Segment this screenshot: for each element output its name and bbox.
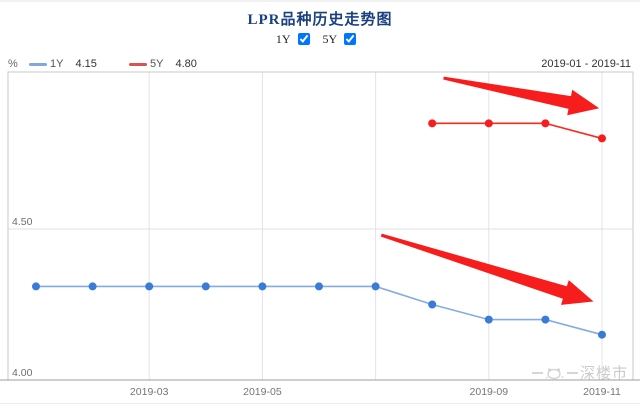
legend-value-1y: 4.15 [75, 58, 97, 70]
date-range-label: 2019-01 - 2019-11 [541, 58, 631, 70]
data-point-1y [428, 300, 437, 309]
data-point-1y [541, 315, 550, 324]
toggle-5y-label: 5Y [322, 31, 338, 46]
y-tick-label: 4.00 [12, 367, 33, 379]
data-point-1y [32, 282, 40, 291]
legend-name-5y: 5Y [150, 58, 164, 70]
series-line-5y [432, 122, 603, 140]
series-toggles: 1Y 5Y [0, 31, 640, 47]
bottom-divider [0, 403, 640, 404]
downtrend-arrow [443, 76, 600, 116]
data-point-1y [145, 282, 154, 291]
legend-item-5y[interactable]: 5Y 4.80 [129, 58, 197, 70]
downtrend-arrow [380, 233, 594, 305]
data-point-1y [484, 315, 493, 324]
data-point-5y [428, 119, 437, 128]
x-tick-label: 2019-05 [243, 386, 282, 398]
data-point-1y [88, 282, 97, 291]
x-tick-label: 2019-03 [130, 386, 169, 398]
data-point-1y [315, 282, 323, 291]
legend-line-1y-icon [29, 62, 47, 66]
data-point-5y [598, 134, 606, 143]
page-title: LPR品种历史走势图 [247, 12, 393, 28]
toggle-1y-label: 1Y [275, 31, 291, 46]
toggle-5y-checkbox[interactable] [344, 33, 357, 45]
x-tick-label: 2019-09 [470, 386, 509, 398]
plot-border [7, 71, 634, 381]
legend-item-1y[interactable]: 1Y 4.15 [29, 58, 97, 70]
legend-line-5y-icon [129, 62, 147, 66]
legend-value-5y: 4.80 [175, 58, 197, 70]
data-point-5y [541, 119, 550, 128]
legend-name-1y: 1Y [50, 58, 64, 70]
x-tick-label: 2019-11 [583, 386, 621, 398]
data-point-1y [258, 282, 267, 291]
data-point-1y [201, 282, 210, 291]
toggle-1y-checkbox[interactable] [297, 33, 310, 45]
y-axis-unit-label: % [8, 58, 18, 70]
data-point-1y [371, 282, 380, 291]
data-point-1y [598, 330, 606, 339]
y-tick-label: 4.50 [12, 216, 33, 228]
series-line-1y [36, 285, 603, 336]
data-point-5y [484, 119, 493, 128]
legend-row: % 1Y 4.15 5Y 4.80 2019-01 - 2019-11 [0, 56, 640, 72]
